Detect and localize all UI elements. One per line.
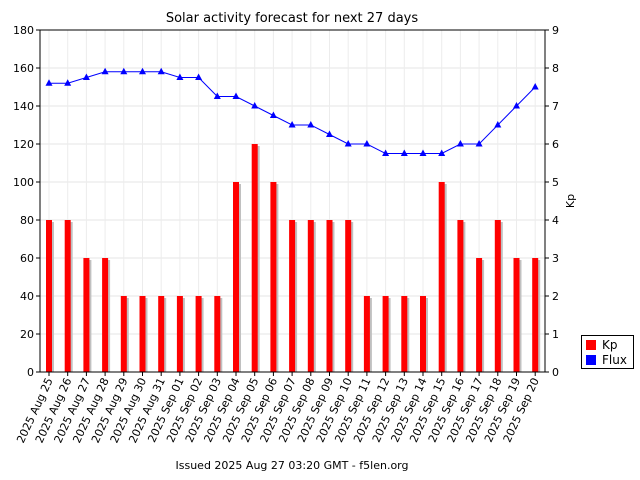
right-tick-label: 7: [552, 100, 559, 113]
issued-footer: Issued 2025 Aug 27 03:20 GMT - f5len.org: [175, 459, 409, 472]
flux-point: [307, 121, 315, 128]
flux-point: [456, 140, 464, 147]
flux-point: [344, 140, 352, 147]
kp-bar: [438, 182, 445, 372]
flux-point: [139, 67, 146, 75]
kp-bar: [102, 258, 109, 372]
flux-point: [82, 73, 90, 80]
left-tick-label: 60: [20, 252, 34, 265]
legend: Kp Flux: [581, 335, 634, 369]
kp-bar: [64, 220, 71, 372]
kp-bar: [457, 220, 464, 372]
flux-point: [419, 149, 427, 156]
legend-swatch-flux: [586, 355, 596, 365]
kp-bar: [120, 296, 127, 372]
kp-bar: [532, 258, 539, 372]
kp-bar: [363, 296, 370, 372]
right-tick-label: 9: [552, 24, 559, 37]
right-tick-label: 6: [552, 138, 559, 151]
kp-bar: [401, 296, 408, 372]
kp-bar: [176, 296, 183, 372]
left-tick-label: 120: [13, 138, 34, 151]
flux-point: [326, 130, 333, 137]
kp-bar: [307, 220, 314, 372]
kp-bar: [289, 220, 296, 372]
flux-line: [45, 67, 539, 156]
left-tick-label: 160: [13, 62, 34, 75]
legend-label-kp: Kp: [602, 338, 618, 352]
legend-item-kp: Kp: [586, 338, 618, 352]
left-tick-label: 20: [20, 328, 34, 341]
right-tick-label: 2: [552, 290, 559, 303]
right-axis-ticks: 0 1 2 3 4 5 6 7 8 9: [545, 24, 559, 379]
kp-bar: [214, 296, 221, 372]
flux-point: [45, 79, 53, 86]
flux-point: [475, 140, 483, 147]
flux-point: [494, 121, 502, 128]
right-tick-label: 0: [552, 366, 559, 379]
right-tick-label: 8: [552, 62, 559, 75]
flux-point: [288, 121, 296, 128]
left-tick-label: 40: [20, 290, 34, 303]
kp-bar: [158, 296, 165, 372]
left-tick-label: 0: [27, 366, 34, 379]
flux-point: [363, 140, 371, 147]
left-tick-label: 100: [13, 176, 34, 189]
kp-bar: [251, 144, 258, 372]
flux-point: [438, 149, 446, 156]
flux-point: [101, 67, 109, 75]
flux-point: [382, 149, 390, 156]
flux-point: [213, 92, 221, 99]
right-tick-label: 1: [552, 328, 559, 341]
flux-point: [64, 79, 72, 86]
flux-point: [176, 73, 184, 80]
flux-point: [269, 111, 277, 118]
left-tick-label: 180: [13, 24, 34, 37]
kp-bar: [270, 182, 277, 372]
kp-bar: [513, 258, 520, 372]
kp-bar: [195, 296, 202, 372]
flux-point: [157, 67, 165, 75]
legend-swatch-kp: [586, 340, 596, 350]
chart-title: Solar activity forecast for next 27 days: [166, 11, 419, 26]
kp-bar: [326, 220, 333, 372]
flux-point: [531, 83, 539, 90]
kp-bar: [476, 258, 483, 372]
legend-label-flux: Flux: [602, 353, 627, 367]
flux-point: [232, 92, 240, 99]
kp-bars: [46, 144, 541, 372]
right-axis-label: Kp: [564, 194, 577, 208]
flux-point: [251, 102, 259, 109]
left-tick-label: 80: [20, 214, 34, 227]
flux-point: [513, 102, 520, 109]
right-tick-label: 3: [552, 252, 559, 265]
kp-bar: [139, 296, 146, 372]
flux-point: [195, 73, 203, 80]
kp-bar: [46, 220, 52, 372]
kp-bar: [494, 220, 501, 372]
kp-bar: [382, 296, 389, 372]
left-axis-ticks: 0 20 40 60 80 100 120 140 160 180: [13, 24, 40, 379]
legend-item-flux: Flux: [586, 353, 627, 367]
right-tick-label: 5: [552, 176, 559, 189]
flux-point: [120, 67, 128, 75]
flux-point: [400, 149, 408, 156]
kp-bar: [345, 220, 352, 372]
kp-bar: [420, 296, 426, 372]
left-tick-label: 140: [13, 100, 34, 113]
kp-bar: [233, 182, 239, 372]
kp-bar: [83, 258, 90, 372]
right-tick-label: 4: [552, 214, 559, 227]
